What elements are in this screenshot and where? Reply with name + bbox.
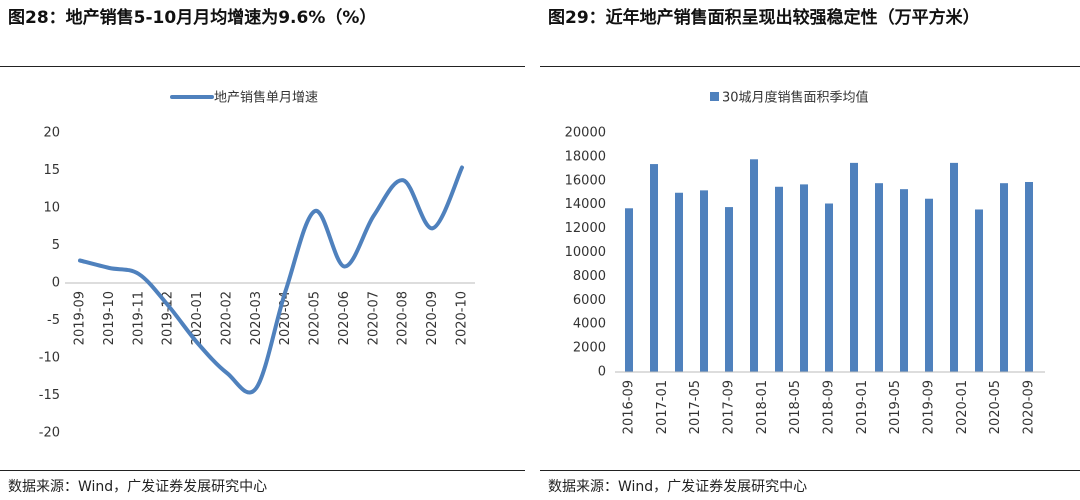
x-tick-label: 2019-10 — [102, 291, 117, 345]
x-tick-label: 2020-09 — [1022, 380, 1037, 434]
x-tick-label: 2020-01 — [190, 291, 205, 345]
legend-label: 30城月度销售面积季均值 — [722, 90, 869, 106]
x-tick-label: 2019-05 — [888, 380, 903, 434]
y-tick-label: 10 — [43, 201, 60, 216]
y-tick-label: 18000 — [565, 149, 606, 164]
y-tick-label: 20 — [43, 126, 60, 141]
bar — [1000, 183, 1008, 372]
y-tick-label: 16000 — [565, 173, 606, 188]
y-tick-label: 15 — [43, 163, 60, 178]
bar — [875, 183, 883, 372]
x-tick-label: 2020-01 — [955, 380, 970, 434]
bar — [725, 207, 733, 372]
bar — [700, 190, 708, 372]
x-tick-label: 2019-12 — [161, 291, 176, 345]
bar — [650, 164, 658, 372]
x-tick-label: 2016-09 — [622, 380, 637, 434]
y-tick-label: -10 — [39, 351, 60, 366]
bar — [825, 203, 833, 372]
bar — [750, 159, 758, 372]
x-tick-label: 2018-05 — [788, 380, 803, 434]
divider — [0, 470, 525, 471]
bar — [625, 208, 633, 372]
bar — [800, 184, 808, 372]
y-tick-label: 6000 — [573, 293, 606, 308]
y-tick-label: 10000 — [565, 245, 606, 260]
x-tick-label: 2017-01 — [655, 380, 670, 434]
x-tick-label: 2019-01 — [855, 380, 870, 434]
y-tick-label: 14000 — [565, 197, 606, 212]
x-tick-label: 2019-09 — [73, 291, 88, 345]
source: 数据来源：Wind，广发证券发展研究中心 — [8, 479, 268, 495]
x-tick-label: 2020-05 — [308, 291, 323, 345]
source: 数据来源：Wind，广发证券发展研究中心 — [548, 479, 808, 495]
legend-label: 地产销售单月增速 — [214, 90, 318, 106]
x-tick-label: 2020-02 — [219, 291, 234, 345]
x-tick-label: 2020-06 — [337, 291, 352, 345]
divider — [540, 66, 1080, 67]
bar — [675, 192, 683, 372]
x-tick-label: 2018-01 — [755, 380, 770, 434]
bar — [850, 162, 858, 372]
x-tick-label: 2019-09 — [922, 380, 937, 434]
legend-swatch — [710, 92, 719, 101]
x-tick-label: 2020-03 — [249, 291, 264, 345]
bar — [1025, 181, 1033, 372]
y-tick-label: -15 — [39, 388, 60, 403]
chart-title: 图29：近年地产销售面积呈现出较强稳定性（万平方米） — [548, 8, 980, 28]
y-tick-label: -20 — [39, 426, 60, 441]
x-tick-label: 2019-11 — [131, 291, 146, 345]
chart-title: 图28：地产销售5-10月月均增速为9.6%（%） — [8, 8, 377, 28]
x-tick-label: 2020-10 — [455, 291, 470, 345]
y-tick-label: 8000 — [573, 269, 606, 284]
x-tick-label: 2018-09 — [822, 380, 837, 434]
x-tick-label: 2020-05 — [988, 380, 1003, 434]
y-tick-label: 12000 — [565, 221, 606, 236]
x-tick-label: 2020-09 — [425, 291, 440, 345]
x-tick-label: 2020-08 — [396, 291, 411, 345]
x-tick-label: 2017-05 — [688, 380, 703, 434]
y-tick-label: 0 — [52, 276, 60, 291]
bar — [975, 209, 983, 372]
series-line — [78, 165, 464, 395]
x-tick-label: 2020-07 — [366, 291, 381, 345]
y-tick-label: 5 — [52, 238, 60, 253]
y-tick-label: 20000 — [565, 126, 606, 141]
y-tick-label: 2000 — [573, 341, 606, 356]
y-tick-label: -5 — [47, 313, 60, 328]
divider — [540, 470, 1080, 471]
divider — [0, 66, 525, 67]
bar — [900, 189, 908, 372]
bar — [775, 186, 783, 372]
y-tick-label: 0 — [598, 365, 606, 380]
x-tick-label: 2017-09 — [722, 380, 737, 434]
x-tick-label: 2020-04 — [278, 291, 293, 345]
bar — [950, 162, 958, 372]
bar — [925, 198, 933, 372]
y-tick-label: 4000 — [573, 317, 606, 332]
